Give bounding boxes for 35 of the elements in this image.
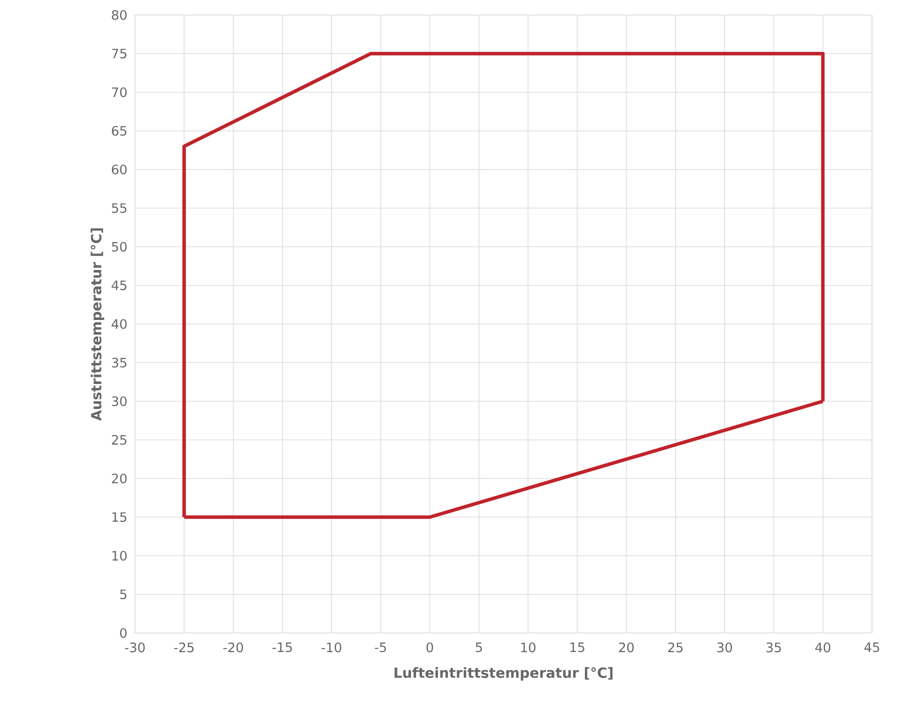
x-tick-label: 0 — [426, 642, 434, 652]
x-tick-label: 40 — [815, 642, 830, 652]
x-tick-label: 15 — [570, 642, 584, 652]
x-tick-label: -20 — [223, 642, 243, 652]
y-tick-label: 15 — [112, 512, 126, 522]
y-tick-label: 80 — [112, 10, 127, 20]
x-tick-label: 45 — [864, 642, 880, 652]
x-axis-title: Lufteintrittstemperatur [°C] — [394, 667, 612, 681]
x-tick-label: -5 — [374, 642, 386, 652]
y-tick-label: 20 — [112, 474, 127, 484]
x-tick-label: -10 — [322, 642, 342, 652]
x-tick-label: 20 — [619, 642, 634, 652]
y-axis-title: Austrittstemperatur [°C] — [90, 228, 104, 421]
x-tick-label: 25 — [668, 642, 683, 652]
y-tick-label: 25 — [112, 434, 126, 445]
y-tick-label: 35 — [112, 358, 126, 368]
y-tick-label: 5 — [120, 590, 126, 600]
x-tick-label: 30 — [717, 642, 732, 652]
x-tick-label: 5 — [476, 642, 482, 652]
y-tick-label: 30 — [112, 396, 127, 406]
y-tick-label: 0 — [120, 628, 127, 638]
y-tick-label: 50 — [112, 242, 127, 252]
x-tick-label: 10 — [521, 642, 536, 652]
y-tick-label: 70 — [112, 87, 127, 98]
x-tick-label: -30 — [125, 642, 145, 652]
y-tick-label: 65 — [112, 126, 126, 136]
x-tick-label: -25 — [174, 642, 194, 652]
x-tick-label: -15 — [272, 642, 292, 652]
y-tick-label: 40 — [112, 319, 127, 329]
x-tick-label: 35 — [766, 642, 781, 652]
y-tick-label: 75 — [112, 48, 126, 58]
y-tick-label: 55 — [112, 203, 126, 213]
y-tick-label: 10 — [112, 550, 127, 561]
y-tick-label: 45 — [112, 280, 126, 290]
y-tick-label: 60 — [112, 164, 127, 174]
